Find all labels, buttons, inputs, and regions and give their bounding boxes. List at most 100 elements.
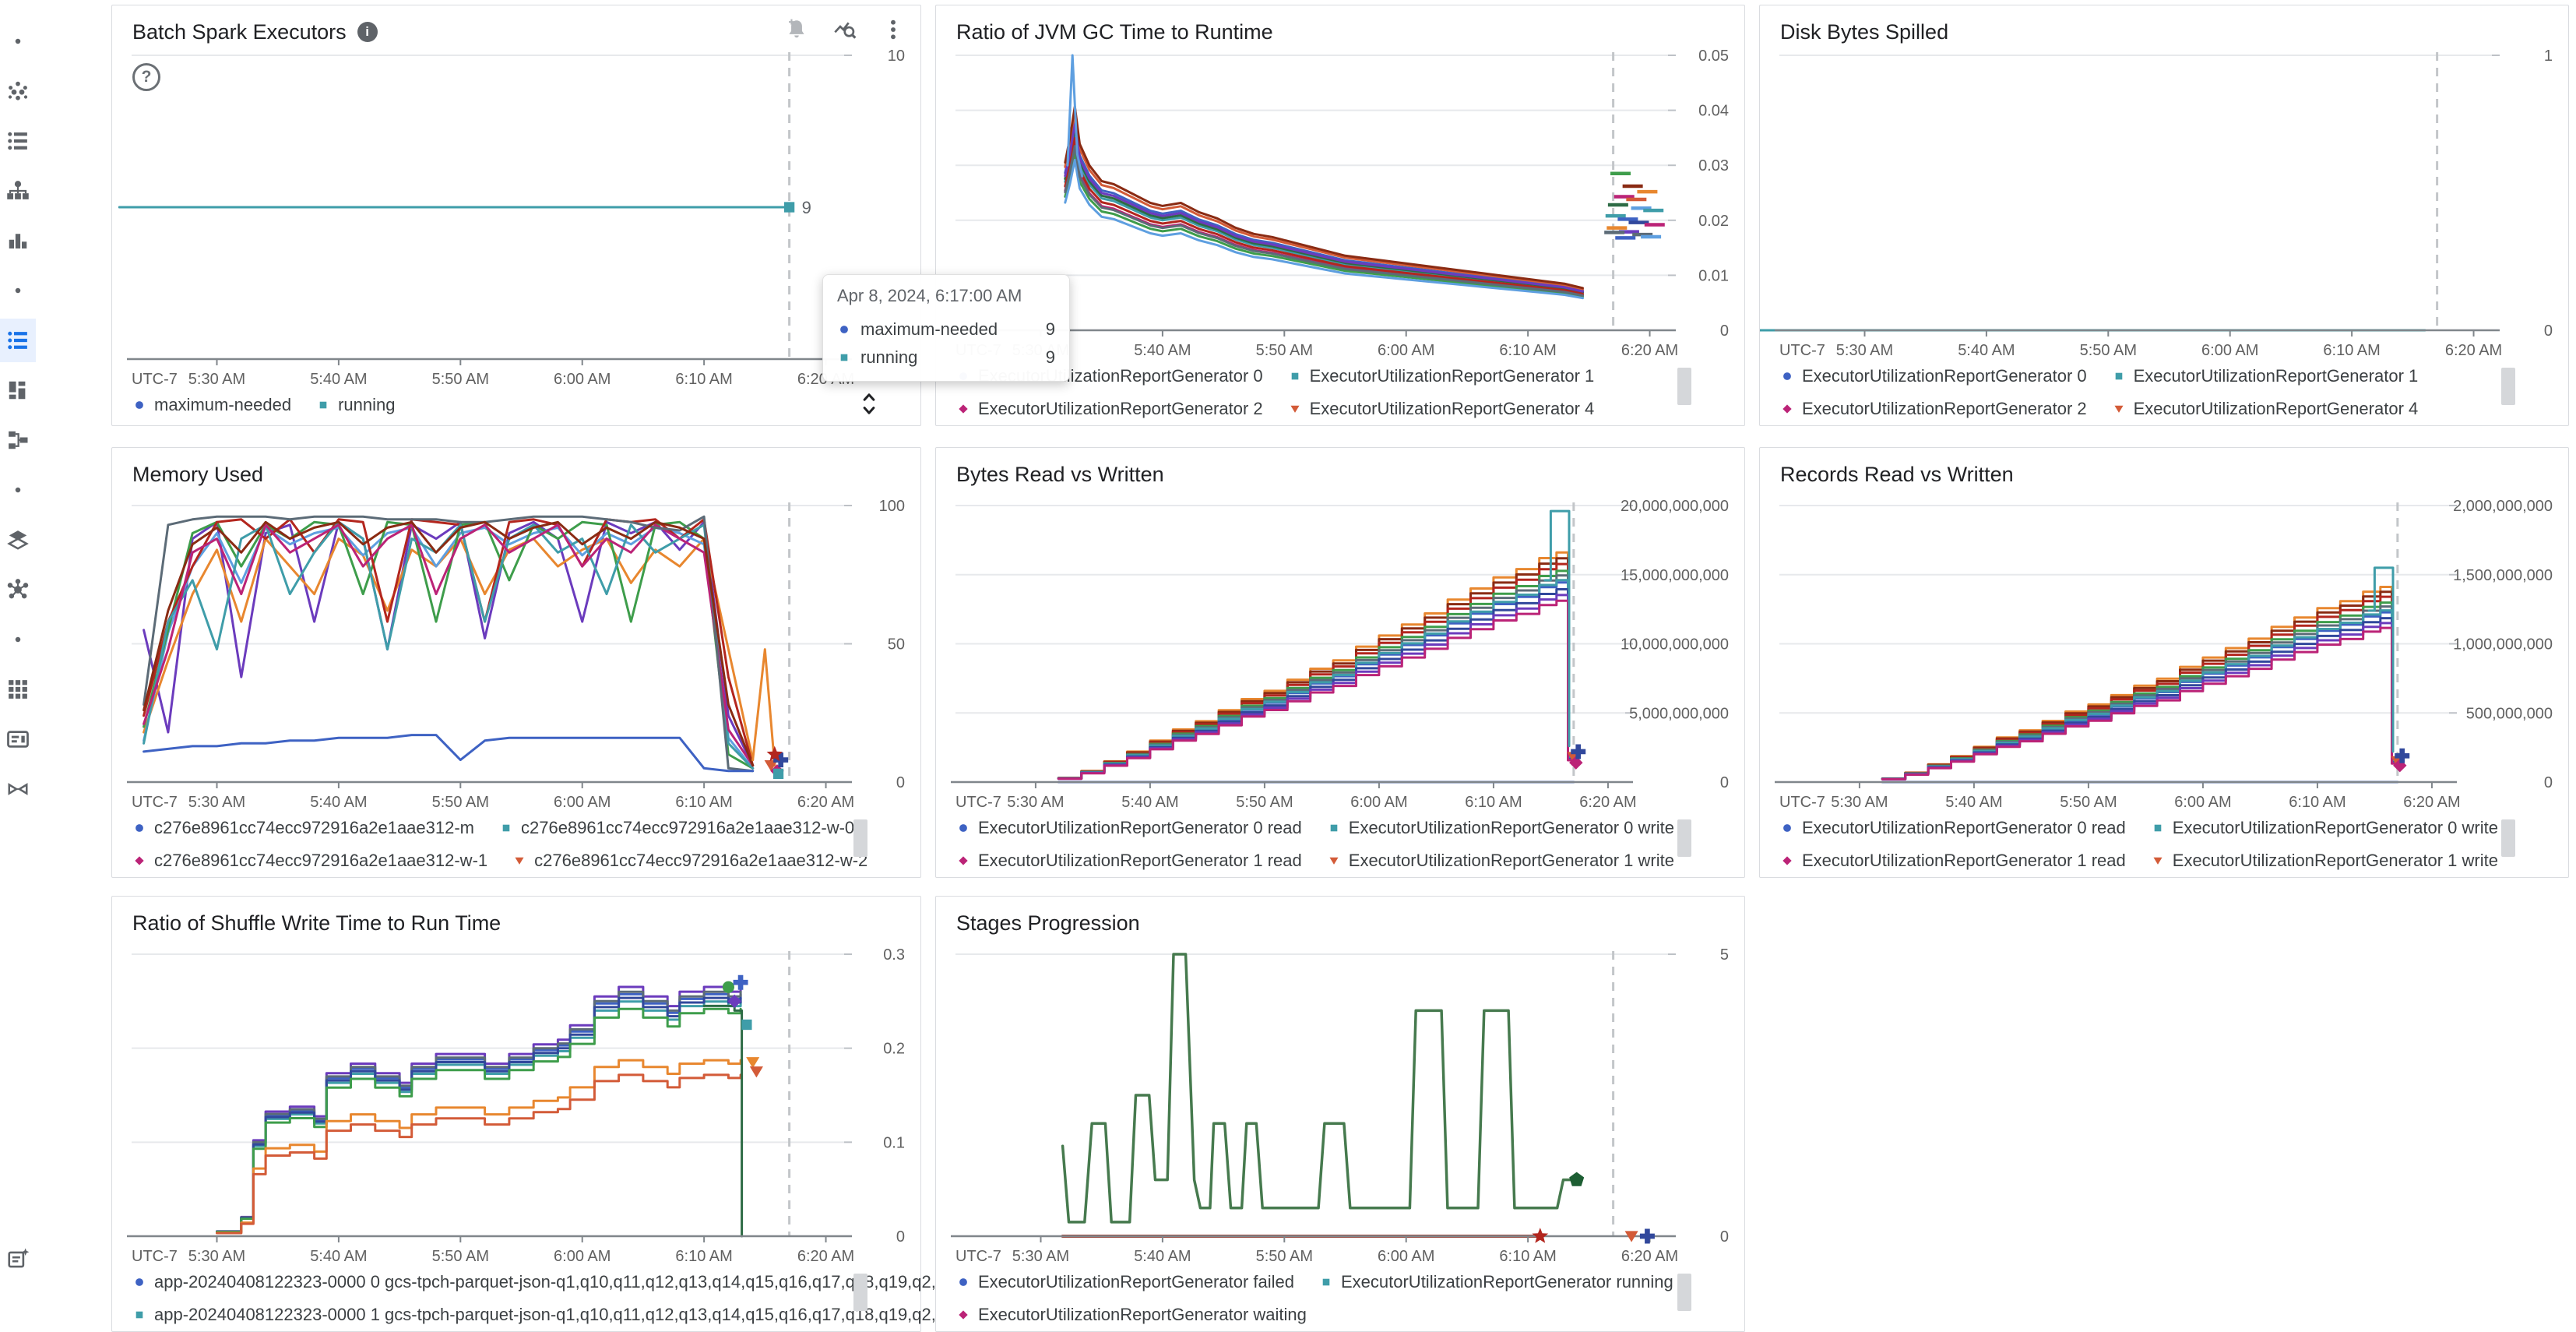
legend-item[interactable]: c276e8961cc74ecc972916a2e1aae312-w-1 bbox=[132, 851, 487, 871]
sidebar-item-10-layers-icon[interactable] bbox=[0, 518, 36, 562]
panel-records-read-vs-written: Records Read vs Written 2,000,000,000 1,50… bbox=[1759, 447, 2569, 878]
svg-text:6:00 AM: 6:00 AM bbox=[2174, 794, 2231, 811]
legend-scrollbar[interactable] bbox=[853, 819, 867, 857]
legend-item[interactable]: app-20240408122323-0000 1 gcs-tpch-parqu… bbox=[132, 1305, 962, 1325]
legend-item[interactable]: ExecutorUtilizationReportGenerator faile… bbox=[956, 1272, 1294, 1292]
legend-label: ExecutorUtilizationReportGenerator 4 bbox=[1309, 399, 1595, 418]
sidebar-item-14-summary-card-icon[interactable] bbox=[0, 717, 36, 761]
legend-item[interactable]: ExecutorUtilizationReportGenerator 4 bbox=[2112, 399, 2419, 419]
legend-item[interactable]: maximum-needed bbox=[132, 395, 291, 415]
legend-label: ExecutorUtilizationReportGenerator 0 bbox=[1802, 366, 2087, 386]
panel-title: Stages Progression bbox=[956, 911, 1140, 935]
sidebar-item-11-network-icon[interactable] bbox=[0, 568, 36, 611]
legend-item[interactable]: ExecutorUtilizationReportGenerator 0 wri… bbox=[2151, 818, 2498, 838]
sidebar-item-15-bowtie-icon[interactable] bbox=[0, 767, 36, 811]
legend-scrollbar[interactable] bbox=[1677, 368, 1691, 405]
legend-scrollbar[interactable] bbox=[2501, 819, 2515, 857]
chart-area-shuffle-write-ratio[interactable]: 0.3 0.2 0.1 0 UTC-7 5:30 AM 5:40 AM 5:50 AM 6:00… bbox=[112, 897, 920, 1331]
svg-text:10,000,000,000: 10,000,000,000 bbox=[1621, 636, 1729, 654]
sidebar-item-6-list-icon[interactable] bbox=[0, 319, 36, 362]
bullet-icon bbox=[15, 487, 21, 493]
svg-text:5,000,000,000: 5,000,000,000 bbox=[1629, 705, 1729, 722]
legend-label: c276e8961cc74ecc972916a2e1aae312-w-1 bbox=[154, 851, 488, 870]
legend-item[interactable]: c276e8961cc74ecc972916a2e1aae312-w-2 bbox=[512, 851, 867, 871]
chart-area-records-read-vs-written[interactable]: 2,000,000,000 1,500,000,000 1,000,000,000 5… bbox=[1760, 448, 2568, 877]
svg-text:15,000,000,000: 15,000,000,000 bbox=[1621, 567, 1729, 584]
svg-text:5:40 AM: 5:40 AM bbox=[1134, 342, 1191, 359]
sidebar-item-13-apps-grid-icon[interactable] bbox=[0, 668, 36, 711]
legend-label: ExecutorUtilizationReportGenerator 2 bbox=[978, 399, 1263, 418]
legend-item[interactable]: ExecutorUtilizationReportGenerator 4 bbox=[1288, 399, 1595, 419]
chart-area-memory-used[interactable]: 100 50 0 UTC-7 5:30 AM 5:40 AM 5:50 AM 6:00 AM 6… bbox=[112, 448, 920, 877]
legend-item[interactable]: ExecutorUtilizationReportGenerator 0 rea… bbox=[956, 818, 1302, 838]
legend-item[interactable]: c276e8961cc74ecc972916a2e1aae312-w-0 bbox=[499, 818, 854, 838]
legend-triangle-marker bbox=[1329, 857, 1339, 865]
legend-item[interactable]: ExecutorUtilizationReportGenerator 1 bbox=[1288, 366, 1594, 386]
legend-unfold-button[interactable] bbox=[858, 389, 880, 424]
legend-item[interactable]: ExecutorUtilizationReportGenerator 0 bbox=[1780, 366, 2087, 386]
legend-item[interactable]: running bbox=[316, 395, 395, 415]
legend-item[interactable]: ExecutorUtilizationReportGenerator 0 rea… bbox=[1780, 818, 2126, 838]
svg-text:5:30 AM: 5:30 AM bbox=[1836, 342, 1893, 359]
sidebar-item-16-compose-note-icon[interactable] bbox=[0, 1237, 36, 1281]
legend-item[interactable]: ExecutorUtilizationReportGenerator 1 rea… bbox=[956, 851, 1302, 871]
chart-area-stages-progression[interactable]: 5 0 UTC-7 5:30 AM 5:40 AM 5:50 AM 6:00 AM 6:10 … bbox=[936, 897, 1744, 1331]
sidebar-item-12-bullet-icon[interactable] bbox=[0, 618, 36, 661]
legend-scrollbar[interactable] bbox=[1677, 1274, 1691, 1311]
more-options-button[interactable] bbox=[880, 16, 906, 43]
legend-item[interactable]: app-20240408122323-0000 0 gcs-tpch-parqu… bbox=[132, 1272, 962, 1292]
svg-text:6:10 AM: 6:10 AM bbox=[2323, 342, 2380, 359]
legend-label: ExecutorUtilizationReportGenerator 1 bbox=[2133, 366, 2419, 386]
legend-item[interactable]: c276e8961cc74ecc972916a2e1aae312-m bbox=[132, 818, 474, 838]
list-icon bbox=[8, 331, 27, 350]
sidebar-item-5-bullet-icon[interactable] bbox=[0, 269, 36, 312]
svg-text:5:30 AM: 5:30 AM bbox=[1007, 794, 1064, 811]
chart-area-bytes-read-vs-written[interactable]: 20,000,000,000 15,000,000,000 10,000,000,0… bbox=[936, 448, 1744, 877]
legend-scrollbar[interactable] bbox=[853, 1274, 867, 1311]
legend-item[interactable]: ExecutorUtilizationReportGenerator 1 wri… bbox=[2151, 851, 2498, 871]
legend-item[interactable]: ExecutorUtilizationReportGenerator 2 bbox=[1780, 399, 2087, 419]
sidebar-item-1-cluster-icon[interactable] bbox=[0, 69, 36, 113]
sidebar-item-2-list-icon[interactable] bbox=[0, 119, 36, 163]
chart-area-disk-bytes-spilled[interactable]: 1 0 UTC-7 5:30 AM 5:40 AM 5:50 AM 6:00 AM 6:10 … bbox=[1760, 5, 2568, 425]
legend-item[interactable]: ExecutorUtilizationReportGenerator 2 bbox=[956, 399, 1263, 419]
legend-item[interactable]: ExecutorUtilizationReportGenerator 1 rea… bbox=[1780, 851, 2126, 871]
tooltip-series-value: 9 bbox=[1045, 347, 1055, 367]
sidebar-item-7-dashboard-blocks-icon[interactable] bbox=[0, 368, 36, 412]
metrics-explorer-button[interactable] bbox=[832, 16, 858, 43]
svg-text:5:40 AM: 5:40 AM bbox=[310, 1248, 367, 1265]
svg-text:5:30 AM: 5:30 AM bbox=[1831, 794, 1888, 811]
sidebar-item-9-bullet-icon[interactable] bbox=[0, 468, 36, 512]
sidebar-item-8-flowchart-icon[interactable] bbox=[0, 418, 36, 462]
legend-item[interactable]: ExecutorUtilizationReportGenerator waiti… bbox=[956, 1305, 1307, 1325]
legend-label: ExecutorUtilizationReportGenerator 1 rea… bbox=[978, 851, 1302, 870]
svg-text:5:50 AM: 5:50 AM bbox=[1256, 342, 1313, 359]
create-alert-button[interactable] bbox=[783, 16, 810, 43]
legend-item[interactable]: ExecutorUtilizationReportGenerator 0 wri… bbox=[1327, 818, 1674, 838]
legend-square-marker bbox=[135, 1311, 143, 1319]
legend-scrollbar[interactable] bbox=[2501, 368, 2515, 405]
help-icon[interactable]: ? bbox=[132, 63, 160, 91]
chart-area-batch-spark-executors[interactable]: 108UTC-75:30 AM5:40 AM5:50 AM6:00 AM6:10… bbox=[112, 5, 920, 425]
legend-label: ExecutorUtilizationReportGenerator 2 bbox=[1802, 399, 2087, 418]
legend-item[interactable]: ExecutorUtilizationReportGenerator 1 wri… bbox=[1327, 851, 1674, 871]
svg-text:5:30 AM: 5:30 AM bbox=[188, 1248, 245, 1265]
svg-text:0: 0 bbox=[1720, 1228, 1729, 1246]
sidebar-item-0-bullet-icon[interactable] bbox=[0, 19, 36, 63]
info-icon[interactable]: i bbox=[357, 22, 378, 42]
legend-scrollbar[interactable] bbox=[1677, 819, 1691, 857]
hierarchy-icon bbox=[7, 181, 29, 199]
legend-item[interactable]: ExecutorUtilizationReportGenerator runni… bbox=[1319, 1272, 1673, 1292]
chart-legend: maximum-needed running bbox=[132, 395, 395, 415]
list-icon bbox=[8, 132, 27, 150]
svg-text:2,000,000,000: 2,000,000,000 bbox=[2453, 498, 2553, 515]
svg-text:5:30 AM: 5:30 AM bbox=[188, 794, 245, 811]
legend-label: ExecutorUtilizationReportGenerator 4 bbox=[2133, 399, 2419, 418]
sidebar-item-4-bar-chart-icon[interactable] bbox=[0, 219, 36, 263]
sidebar-item-3-hierarchy-icon[interactable] bbox=[0, 169, 36, 213]
legend-label: ExecutorUtilizationReportGenerator 1 wri… bbox=[2172, 851, 2498, 870]
x-axis-timezone-label: UTC-7 bbox=[1779, 342, 1825, 359]
legend-item[interactable]: ExecutorUtilizationReportGenerator 1 bbox=[2112, 366, 2419, 386]
explore-icon bbox=[834, 22, 857, 39]
